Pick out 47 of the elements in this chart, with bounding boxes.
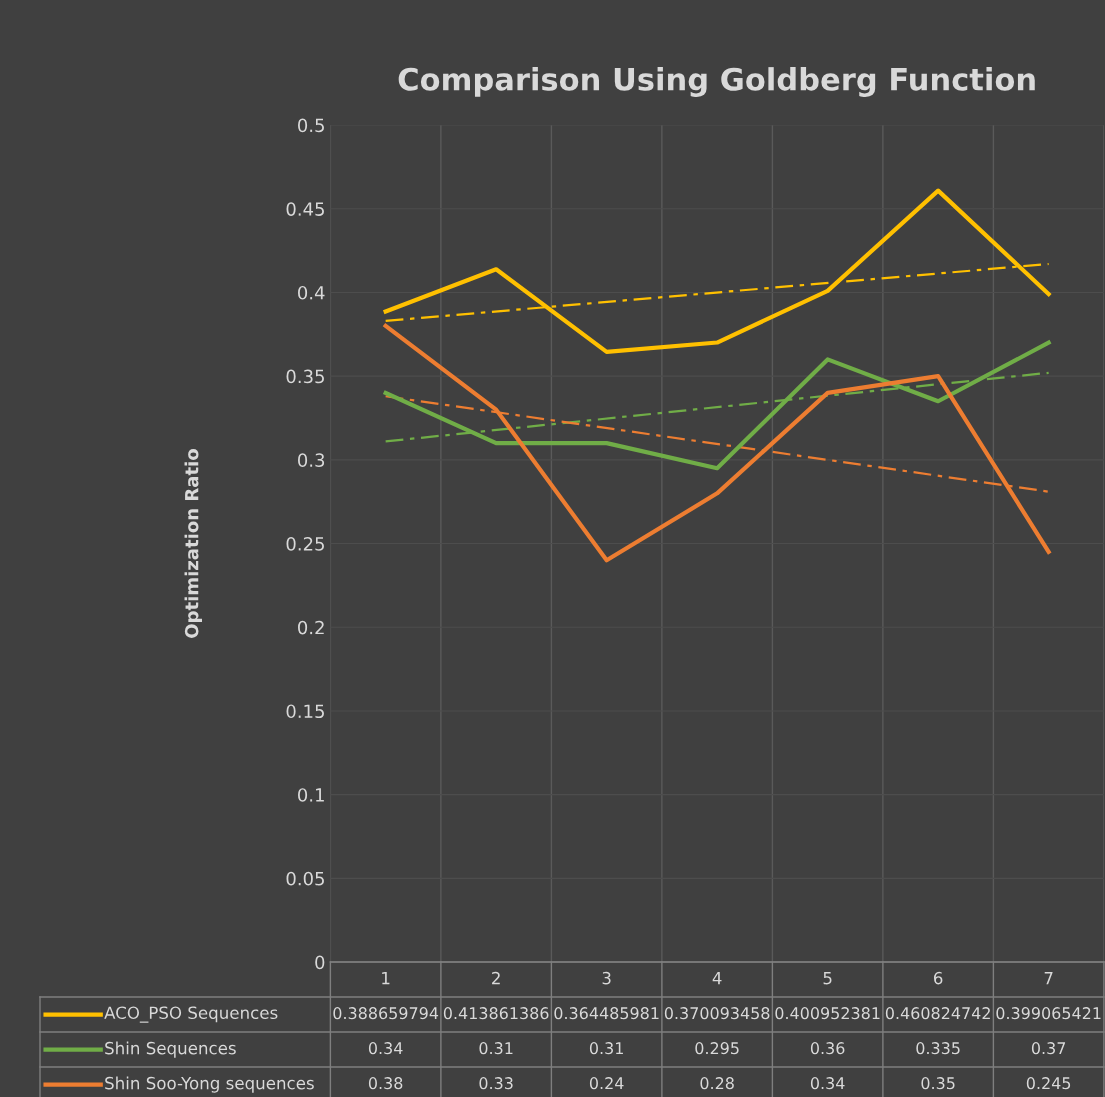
x-tick-label: 2: [492, 971, 500, 985]
legend-label: ACO_PSO Sequences: [104, 1006, 278, 1023]
data-label: 0.34: [810, 1077, 845, 1090]
data-label: 0.460824742: [885, 1007, 990, 1020]
y-axis-title: Optimization Ratio: [184, 449, 202, 638]
data-label: 0.399065421: [996, 1007, 1101, 1020]
y-tick-label: 0.25: [286, 537, 324, 551]
line-series: [383, 188, 1051, 354]
y-tick-label: 0.35: [286, 369, 324, 384]
x-tick-label: 1: [382, 972, 390, 985]
line-series: [383, 323, 1051, 563]
data-label: 0.37: [1031, 1042, 1066, 1055]
chart-title: Comparison Using Goldberg Function: [398, 67, 1035, 97]
y-tick-label: 0: [315, 955, 325, 970]
data-label: 0.38: [368, 1077, 403, 1090]
x-tick-label: 7: [1044, 972, 1053, 985]
x-tick-label: 3: [602, 971, 611, 985]
data-label: 0.400952381: [775, 1007, 880, 1020]
data-label: 0.413861386: [443, 1007, 549, 1020]
data-label: 0.31: [589, 1042, 623, 1055]
legend-label: Shin Soo-Yong sequences: [105, 1076, 314, 1093]
data-label: 0.24: [589, 1077, 624, 1090]
y-tick-label: 0.3: [298, 453, 325, 467]
x-tick-label: 6: [934, 971, 943, 985]
data-label: 0.370093458: [664, 1007, 770, 1020]
y-tick-label: 0.1: [298, 788, 324, 802]
data-label: 0.35: [921, 1077, 955, 1090]
data-label: 0.245: [1026, 1077, 1071, 1090]
line-series: [383, 340, 1051, 471]
y-tick-label: 0.4: [298, 285, 325, 300]
data-label: 0.33: [479, 1077, 513, 1090]
data-label: 0.388659794: [333, 1007, 439, 1020]
y-tick-label: 0.15: [286, 704, 324, 719]
y-tick-label: 0.05: [286, 871, 324, 886]
data-label: 0.34: [368, 1042, 403, 1055]
y-tick-label: 0.2: [298, 620, 324, 635]
data-label: 0.364485981: [554, 1007, 659, 1020]
y-tick-label: 0.45: [286, 202, 324, 216]
legend-label: Shin Sequences: [105, 1041, 236, 1058]
x-tick-label: 4: [712, 972, 722, 985]
x-tick-label: 5: [823, 972, 832, 985]
data-label: 0.31: [479, 1042, 513, 1055]
data-label: 0.295: [695, 1042, 739, 1055]
data-label: 0.335: [916, 1042, 960, 1055]
data-label: 0.28: [700, 1077, 734, 1090]
data-label: 0.36: [810, 1042, 845, 1055]
y-tick-label: 0.5: [298, 118, 324, 133]
